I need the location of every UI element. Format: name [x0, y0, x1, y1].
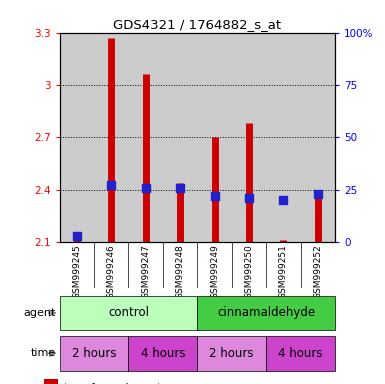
Bar [60, 33, 94, 242]
Text: 2 hours: 2 hours [209, 347, 254, 360]
Text: GSM999248: GSM999248 [176, 244, 185, 299]
Text: 4 hours: 4 hours [141, 347, 185, 360]
Bar [60, 336, 129, 371]
Bar [232, 33, 266, 242]
Text: time: time [30, 348, 56, 358]
Bar [44, 379, 58, 384]
Bar [197, 296, 335, 330]
Bar [197, 336, 266, 371]
Text: GSM999249: GSM999249 [210, 244, 219, 299]
Point [280, 197, 286, 203]
Text: 4 hours: 4 hours [278, 347, 323, 360]
Text: GSM999252: GSM999252 [313, 244, 322, 299]
Bar [197, 33, 232, 242]
Bar [301, 33, 335, 242]
Text: GSM999251: GSM999251 [279, 244, 288, 299]
Text: cinnamaldehyde: cinnamaldehyde [217, 306, 315, 319]
Text: transformed count: transformed count [64, 383, 161, 384]
Text: 2 hours: 2 hours [72, 347, 116, 360]
Point [74, 233, 80, 239]
Bar [94, 33, 129, 242]
Text: GSM999246: GSM999246 [107, 244, 116, 299]
Point [246, 195, 252, 201]
Text: agent: agent [23, 308, 56, 318]
Bar [129, 336, 197, 371]
Title: GDS4321 / 1764882_s_at: GDS4321 / 1764882_s_at [113, 18, 281, 31]
Point [211, 193, 218, 199]
Bar [266, 33, 301, 242]
Bar [163, 33, 197, 242]
Text: GSM999247: GSM999247 [141, 244, 150, 299]
Text: GSM999250: GSM999250 [244, 244, 253, 299]
Bar [60, 296, 197, 330]
Point [142, 184, 149, 190]
Bar [266, 336, 335, 371]
Point [177, 184, 183, 190]
Point [108, 182, 114, 189]
Text: control: control [108, 306, 149, 319]
Text: GSM999245: GSM999245 [72, 244, 81, 299]
Point [315, 191, 321, 197]
Bar [129, 33, 163, 242]
